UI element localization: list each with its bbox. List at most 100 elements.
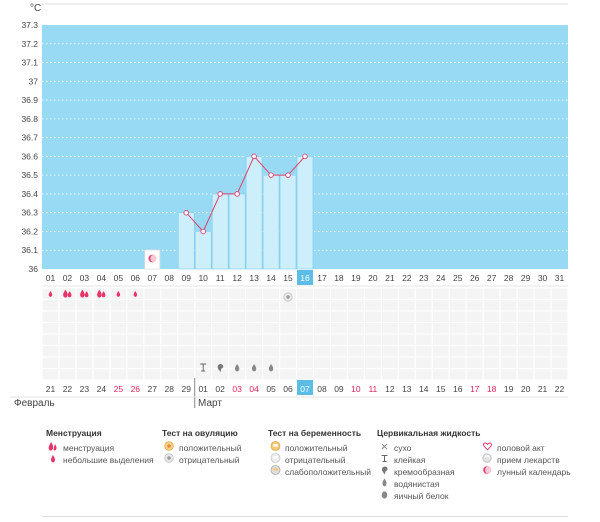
marker-cell[interactable] xyxy=(432,323,449,334)
marker-cell[interactable] xyxy=(59,300,76,311)
marker-cell[interactable] xyxy=(76,369,93,380)
marker-cell[interactable] xyxy=(229,357,246,368)
marker-cell[interactable] xyxy=(314,334,330,345)
marker-cell[interactable] xyxy=(246,346,262,357)
marker-cell[interactable] xyxy=(415,357,432,368)
marker-cell[interactable] xyxy=(517,346,534,357)
marker-cell[interactable] xyxy=(76,323,93,334)
marker-cell[interactable] xyxy=(432,369,449,380)
marker-cell[interactable] xyxy=(280,346,296,357)
marker-cell[interactable] xyxy=(161,369,178,380)
marker-cell[interactable] xyxy=(127,346,144,357)
marker-cell[interactable] xyxy=(449,357,466,368)
marker-cell[interactable] xyxy=(466,300,483,311)
cycle-day-label[interactable]: 24 xyxy=(436,273,446,283)
marker-cell[interactable] xyxy=(144,323,161,334)
marker-cell[interactable] xyxy=(263,346,279,357)
marker-cell[interactable] xyxy=(229,334,246,345)
calendar-date-label[interactable]: 28 xyxy=(165,384,175,394)
marker-cell[interactable] xyxy=(500,369,517,380)
marker-cell[interactable] xyxy=(364,300,381,311)
marker-cell[interactable] xyxy=(331,300,347,311)
marker-cell[interactable] xyxy=(76,311,93,322)
cycle-day-label[interactable]: 09 xyxy=(181,273,191,283)
marker-cell[interactable] xyxy=(534,323,551,334)
marker-cell[interactable] xyxy=(263,300,279,311)
marker-cell[interactable] xyxy=(500,288,517,299)
marker-cell[interactable] xyxy=(364,346,381,357)
marker-cell[interactable] xyxy=(144,334,161,345)
calendar-date-label[interactable]: 22 xyxy=(555,384,565,394)
marker-cell[interactable] xyxy=(212,334,229,345)
marker-cell[interactable] xyxy=(127,300,144,311)
marker-cell[interactable] xyxy=(195,300,212,311)
marker-cell[interactable] xyxy=(93,323,110,334)
calendar-date-label[interactable]: 02 xyxy=(215,384,225,394)
marker-cell[interactable] xyxy=(466,357,483,368)
cycle-day-label[interactable]: 26 xyxy=(470,273,480,283)
marker-cell[interactable] xyxy=(466,311,483,322)
calendar-date-label[interactable]: 14 xyxy=(419,384,429,394)
marker-cell[interactable] xyxy=(297,357,313,368)
marker-cell[interactable] xyxy=(42,300,59,311)
marker-cell[interactable] xyxy=(398,357,415,368)
marker-cell[interactable] xyxy=(432,288,449,299)
cycle-day-label[interactable]: 23 xyxy=(419,273,429,283)
cycle-day-label[interactable]: 13 xyxy=(249,273,259,283)
marker-cell[interactable] xyxy=(110,300,127,311)
marker-cell[interactable] xyxy=(364,288,381,299)
marker-cell[interactable] xyxy=(144,346,161,357)
cycle-day-label[interactable]: 07 xyxy=(148,273,158,283)
marker-cell[interactable] xyxy=(246,311,262,322)
marker-cell[interactable] xyxy=(297,346,313,357)
marker-cell[interactable] xyxy=(331,311,347,322)
marker-cell[interactable] xyxy=(398,288,415,299)
marker-cell[interactable] xyxy=(263,369,279,380)
marker-cell[interactable] xyxy=(110,323,127,334)
marker-cell[interactable] xyxy=(551,357,568,368)
marker-cell[interactable] xyxy=(144,288,161,299)
marker-cell[interactable] xyxy=(415,288,432,299)
cycle-day-label[interactable]: 30 xyxy=(538,273,548,283)
marker-cell[interactable] xyxy=(500,311,517,322)
marker-cell[interactable] xyxy=(127,311,144,322)
cycle-day-label[interactable]: 18 xyxy=(334,273,344,283)
cycle-day-label[interactable]: 31 xyxy=(555,273,565,283)
marker-cell[interactable] xyxy=(415,369,432,380)
marker-cell[interactable] xyxy=(144,369,161,380)
marker-cell[interactable] xyxy=(534,288,551,299)
marker-cell[interactable] xyxy=(314,300,330,311)
marker-cell[interactable] xyxy=(381,300,398,311)
marker-cell[interactable] xyxy=(348,323,364,334)
marker-cell[interactable] xyxy=(229,369,246,380)
marker-cell[interactable] xyxy=(212,323,229,334)
marker-cell[interactable] xyxy=(483,311,500,322)
marker-cell[interactable] xyxy=(398,346,415,357)
marker-cell[interactable] xyxy=(93,311,110,322)
calendar-date-label[interactable]: 23 xyxy=(80,384,90,394)
marker-cell[interactable] xyxy=(297,323,313,334)
marker-cell[interactable] xyxy=(297,300,313,311)
marker-cell[interactable] xyxy=(483,346,500,357)
marker-cell[interactable] xyxy=(381,346,398,357)
marker-cell[interactable] xyxy=(348,334,364,345)
marker-cell[interactable] xyxy=(195,357,212,368)
marker-cell[interactable] xyxy=(483,288,500,299)
marker-cell[interactable] xyxy=(449,288,466,299)
marker-cell[interactable] xyxy=(144,357,161,368)
calendar-date-label[interactable]: 24 xyxy=(97,384,107,394)
marker-cell[interactable] xyxy=(517,311,534,322)
cycle-day-label[interactable]: 21 xyxy=(385,273,395,283)
marker-cell[interactable] xyxy=(280,334,296,345)
cycle-day-label[interactable]: 27 xyxy=(487,273,497,283)
marker-cell[interactable] xyxy=(246,300,262,311)
marker-cell[interactable] xyxy=(483,323,500,334)
marker-cell[interactable] xyxy=(348,300,364,311)
marker-cell[interactable] xyxy=(534,357,551,368)
marker-cell[interactable] xyxy=(127,334,144,345)
marker-cell[interactable] xyxy=(500,300,517,311)
calendar-date-label[interactable]: 06 xyxy=(283,384,293,394)
marker-cell[interactable] xyxy=(517,334,534,345)
marker-cell[interactable] xyxy=(314,323,330,334)
cycle-day-label[interactable]: 10 xyxy=(198,273,208,283)
